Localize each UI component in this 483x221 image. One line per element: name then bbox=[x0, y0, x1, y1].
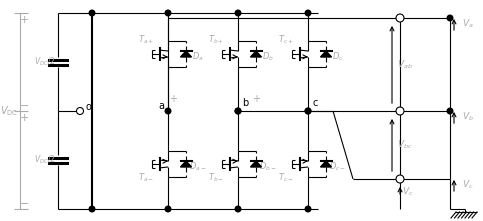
Circle shape bbox=[89, 10, 95, 16]
Polygon shape bbox=[181, 161, 191, 167]
Circle shape bbox=[396, 107, 404, 115]
Text: $V_{bc}$: $V_{bc}$ bbox=[397, 139, 412, 151]
Circle shape bbox=[305, 108, 311, 114]
Text: $V_{DC}/2$: $V_{DC}/2$ bbox=[34, 154, 56, 166]
Circle shape bbox=[396, 175, 404, 183]
Text: $V_{c}$: $V_{c}$ bbox=[402, 186, 413, 198]
Text: $D_{a-}$: $D_{a-}$ bbox=[189, 161, 207, 173]
Text: $T_{c+}$: $T_{c+}$ bbox=[278, 34, 294, 46]
Text: $-$: $-$ bbox=[19, 99, 29, 109]
Text: o: o bbox=[86, 102, 92, 112]
Polygon shape bbox=[181, 51, 191, 57]
Text: +: + bbox=[169, 94, 177, 104]
Circle shape bbox=[305, 108, 311, 114]
Polygon shape bbox=[321, 161, 331, 167]
Text: $T_{a-}$: $T_{a-}$ bbox=[138, 172, 154, 184]
Text: $-$: $-$ bbox=[19, 197, 29, 207]
Circle shape bbox=[396, 14, 404, 22]
Text: $D_{c}$: $D_{c}$ bbox=[332, 51, 344, 63]
Polygon shape bbox=[251, 51, 261, 57]
Circle shape bbox=[165, 10, 171, 16]
Text: +: + bbox=[19, 15, 28, 25]
Text: b: b bbox=[242, 98, 248, 108]
Text: a: a bbox=[158, 101, 164, 111]
Text: $D_{b-}$: $D_{b-}$ bbox=[259, 161, 277, 173]
Text: $V_c$: $V_c$ bbox=[462, 179, 474, 191]
Text: $T_{b+}$: $T_{b+}$ bbox=[208, 34, 224, 46]
Text: $T_{b-}$: $T_{b-}$ bbox=[208, 172, 224, 184]
Circle shape bbox=[235, 10, 241, 16]
Text: $V_b$: $V_b$ bbox=[462, 111, 474, 123]
Text: $D_{a}$: $D_{a}$ bbox=[192, 51, 204, 63]
Text: +: + bbox=[252, 94, 260, 104]
Text: c: c bbox=[313, 98, 318, 108]
Circle shape bbox=[235, 108, 241, 114]
Circle shape bbox=[305, 206, 311, 212]
Text: $D_{b}$: $D_{b}$ bbox=[262, 51, 274, 63]
Circle shape bbox=[235, 108, 241, 114]
Text: $V_{DC}/2$: $V_{DC}/2$ bbox=[34, 56, 56, 68]
Circle shape bbox=[165, 108, 171, 114]
Circle shape bbox=[89, 206, 95, 212]
Text: $V_{\rm DC}$: $V_{\rm DC}$ bbox=[0, 104, 18, 118]
Text: $D_{c-}$: $D_{c-}$ bbox=[329, 161, 347, 173]
Text: $V_{ab}$: $V_{ab}$ bbox=[397, 59, 413, 71]
Text: $T_{a+}$: $T_{a+}$ bbox=[138, 34, 154, 46]
Circle shape bbox=[305, 10, 311, 16]
Polygon shape bbox=[251, 161, 261, 167]
Circle shape bbox=[76, 107, 84, 114]
Polygon shape bbox=[321, 51, 331, 57]
Text: +: + bbox=[19, 113, 28, 123]
Circle shape bbox=[447, 108, 453, 114]
Circle shape bbox=[165, 206, 171, 212]
Circle shape bbox=[447, 15, 453, 21]
Text: $T_{c-}$: $T_{c-}$ bbox=[278, 172, 294, 184]
Text: $V_a$: $V_a$ bbox=[462, 18, 474, 30]
Circle shape bbox=[235, 206, 241, 212]
